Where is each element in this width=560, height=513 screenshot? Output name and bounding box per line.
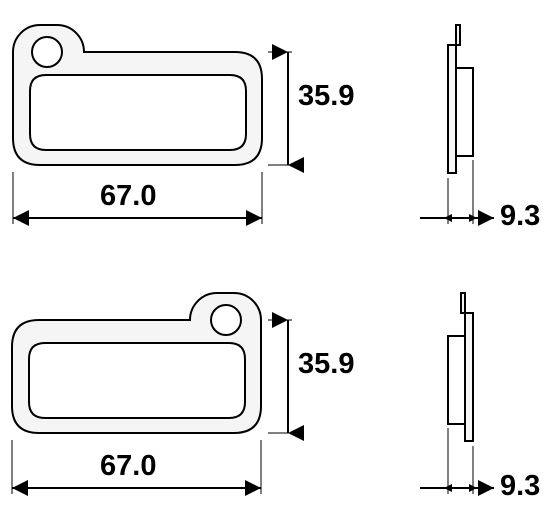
bottom-thickness-label: 9.3 [500,470,540,503]
top-pad-front [13,25,262,165]
bottom-thickness-dim [420,428,494,494]
top-thickness-label: 9.3 [500,200,540,233]
bottom-pad-front [12,293,261,433]
bottom-height-label: 35.9 [298,348,354,381]
top-height-label: 35.9 [298,80,354,113]
bottom-pad-side [448,293,473,441]
bottom-height-dim [268,320,292,433]
brake-pad-drawing [0,0,560,513]
top-width-label: 67.0 [100,180,156,213]
bottom-width-label: 67.0 [100,450,156,483]
top-height-dim [268,52,292,165]
top-pad-side [448,25,473,173]
